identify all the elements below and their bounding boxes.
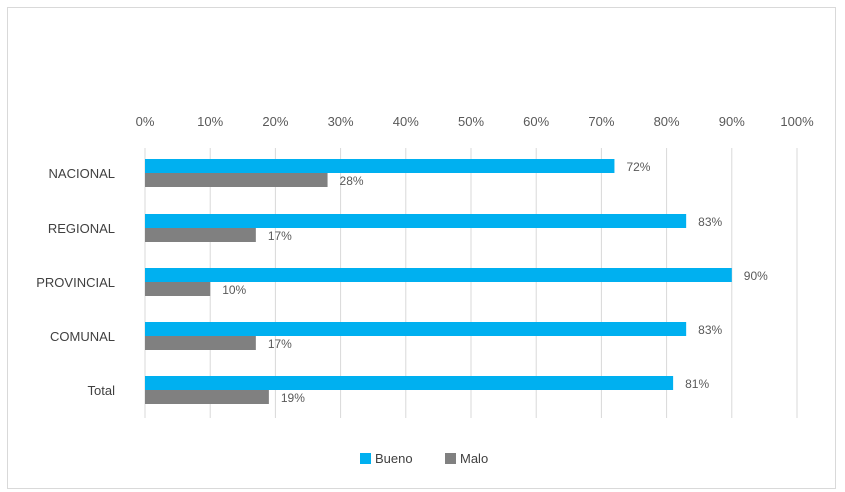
x-tick-label: 80% xyxy=(654,114,680,129)
legend-swatch-malo xyxy=(445,453,456,464)
bar-bueno xyxy=(145,376,674,390)
data-label: 83% xyxy=(698,323,722,337)
x-tick-label: 90% xyxy=(719,114,745,129)
bar-bueno xyxy=(145,268,732,282)
legend-swatch-bueno xyxy=(360,453,371,464)
bar-malo xyxy=(145,336,256,350)
x-tick-label: 30% xyxy=(328,114,354,129)
bar-malo xyxy=(145,282,211,296)
data-label: 90% xyxy=(744,269,768,283)
x-tick-label: 50% xyxy=(458,114,484,129)
data-label: 17% xyxy=(268,337,292,351)
data-label: 10% xyxy=(222,283,246,297)
category-label: COMUNAL xyxy=(50,329,115,344)
x-tick-label: 10% xyxy=(197,114,223,129)
category-label: NACIONAL xyxy=(49,166,115,181)
category-label: REGIONAL xyxy=(48,221,115,236)
x-tick-label: 60% xyxy=(523,114,549,129)
data-label: 28% xyxy=(340,174,364,188)
x-tick-label: 70% xyxy=(588,114,614,129)
legend-label: Malo xyxy=(460,451,488,466)
bar-malo xyxy=(145,173,328,187)
bar-malo xyxy=(145,228,256,242)
x-tick-label: 20% xyxy=(262,114,288,129)
category-label: PROVINCIAL xyxy=(36,275,115,290)
data-label: 81% xyxy=(685,377,709,391)
bar-malo xyxy=(145,390,269,404)
bar-bueno xyxy=(145,214,687,228)
legend-label: Bueno xyxy=(375,451,413,466)
category-label: Total xyxy=(88,383,116,398)
x-tick-label: 100% xyxy=(780,114,814,129)
data-label: 19% xyxy=(281,391,305,405)
x-tick-label: 0% xyxy=(136,114,155,129)
x-tick-label: 40% xyxy=(393,114,419,129)
bar-bueno xyxy=(145,159,615,173)
data-label: 83% xyxy=(698,215,722,229)
data-label: 17% xyxy=(268,229,292,243)
data-label: 72% xyxy=(626,160,650,174)
bar-bueno xyxy=(145,322,687,336)
